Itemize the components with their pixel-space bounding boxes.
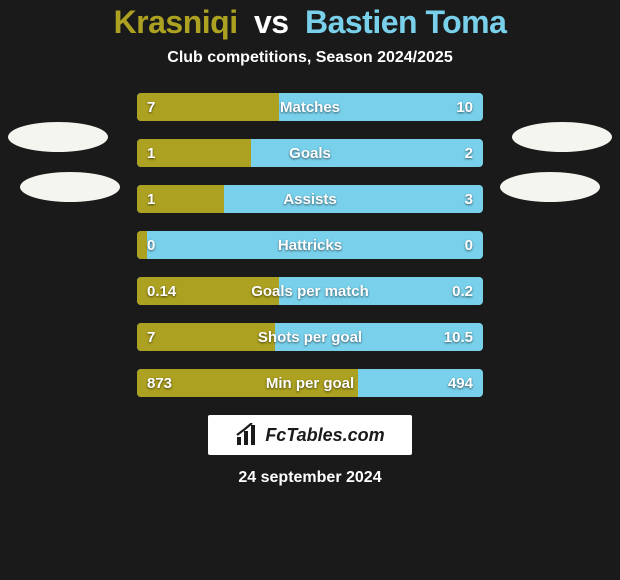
date-label: 24 september 2024 [0,469,620,487]
player1-badge-bottom [20,172,120,202]
stat-row: 710Matches [137,93,483,121]
stat-value-right: 2 [455,139,483,167]
player1-badge-top [8,122,108,152]
stats-bars-container: 710Matches 12Goals 13Assists 00Hattricks 0.1… [137,93,483,397]
vs-label: vs [254,4,289,40]
stat-value-right: 10 [446,93,483,121]
logo-text: FcTables.com [265,425,384,446]
subtitle: Club competitions, Season 2024/2025 [0,49,620,67]
stat-row: 13Assists [137,185,483,213]
bars-icon [235,423,261,447]
stat-row: 0.140.2Goals per match [137,277,483,305]
stat-row: 873494Min per goal [137,369,483,397]
stat-value-right: 494 [438,369,483,397]
player2-badge-top [512,122,612,152]
stat-row: 00Hattricks [137,231,483,259]
stat-row: 710.5Shots per goal [137,323,483,351]
stat-label: Hattricks [137,231,483,259]
player2-name: Bastien Toma [305,4,506,40]
fctables-logo: FcTables.com [208,415,412,455]
comparison-title: Krasniqi vs Bastien Toma [0,0,620,49]
player1-name: Krasniqi [114,4,238,40]
stat-fill-left [137,277,279,305]
stat-value-right: 3 [455,185,483,213]
stat-fill-left [137,93,279,121]
stat-fill-left [137,139,251,167]
stat-value-right: 0 [455,231,483,259]
player2-badge-bottom [500,172,600,202]
stat-value-right: 10.5 [434,323,483,351]
stat-row: 12Goals [137,139,483,167]
stat-fill-left [137,231,147,259]
stat-value-right: 0.2 [442,277,483,305]
stat-fill-left [137,185,224,213]
stat-fill-left [137,323,275,351]
stat-fill-left [137,369,358,397]
